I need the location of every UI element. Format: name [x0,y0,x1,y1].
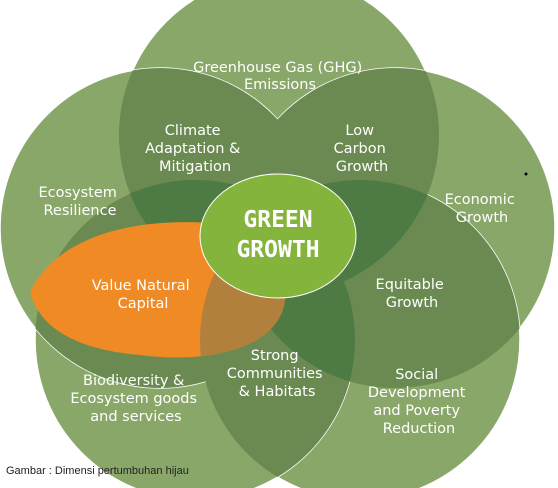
label-social-development: Social Development and Poverty Reduction [368,367,470,437]
label-strong-communities: Strong Communities & Habitats [227,348,327,400]
label-equitable-growth: Equitable Growth [376,277,449,311]
center-title-line1: GREEN [243,207,312,233]
label-ghg: Greenhouse Gas (GHG) Emissions [193,60,367,93]
label-ecosystem-resilience: Ecosystem Resilience [38,185,121,219]
green-growth-center [199,173,357,299]
label-economic-growth: Economic Growth [445,192,520,226]
label-value-natural-capital: Value Natural Capital [92,278,195,312]
center-title-line2: GROWTH [236,237,319,263]
label-climate-adaptation: Climate Adaptation & Mitigation [145,123,245,175]
label-biodiversity: Biodiversity & Ecosystem goods and servi… [70,373,201,425]
figure-caption: Gambar : Dimensi pertumbuhan hijau [6,465,189,477]
stray-dot [524,172,528,176]
label-low-carbon-growth: Low Carbon Growth [334,123,391,175]
